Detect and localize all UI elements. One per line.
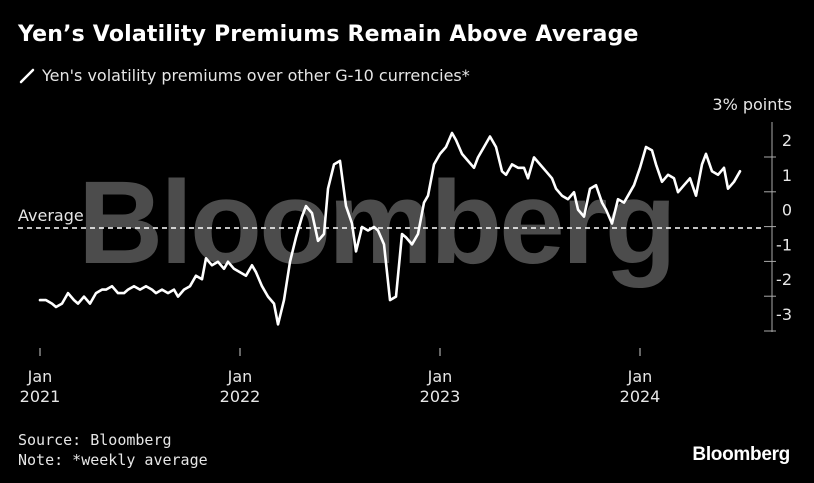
x-tick-label-year: 2021 bbox=[20, 387, 61, 406]
x-tick-label-year: 2022 bbox=[220, 387, 261, 406]
x-tick-label-year: 2023 bbox=[420, 387, 461, 406]
x-tick-label-month: Jan bbox=[227, 367, 253, 386]
y-axis-unit-label: 3% points bbox=[712, 95, 792, 114]
y-tick-label: 0 bbox=[782, 201, 792, 220]
x-tick-label-month: Jan bbox=[427, 367, 453, 386]
y-tick-label: 2 bbox=[782, 131, 792, 150]
bloomberg-logo: Bloomberg bbox=[692, 444, 790, 465]
y-tick-label: -2 bbox=[776, 270, 792, 289]
bloomberg-watermark: Bloomberg bbox=[78, 157, 677, 289]
y-tick-label: -1 bbox=[776, 235, 792, 254]
y-tick-label: 1 bbox=[782, 166, 792, 185]
y-tick-label: -3 bbox=[776, 305, 792, 324]
x-tick-label-month: Jan bbox=[627, 367, 653, 386]
series-line bbox=[38, 131, 742, 326]
legend-line-icon bbox=[19, 68, 35, 83]
legend-label: Yen's volatility premiums over other G-1… bbox=[42, 66, 470, 85]
legend: Yen's volatility premiums over other G-1… bbox=[18, 66, 470, 85]
chart-title: Yen’s Volatility Premiums Remain Above A… bbox=[18, 22, 639, 47]
footnote: Note: *weekly average bbox=[18, 451, 208, 469]
footer: Source: Bloomberg Note: *weekly average bbox=[18, 430, 208, 470]
x-tick-label-year: 2024 bbox=[620, 387, 661, 406]
average-label: Average bbox=[18, 206, 84, 225]
source-note: Source: Bloomberg bbox=[18, 431, 172, 449]
x-tick-label-month: Jan bbox=[27, 367, 53, 386]
